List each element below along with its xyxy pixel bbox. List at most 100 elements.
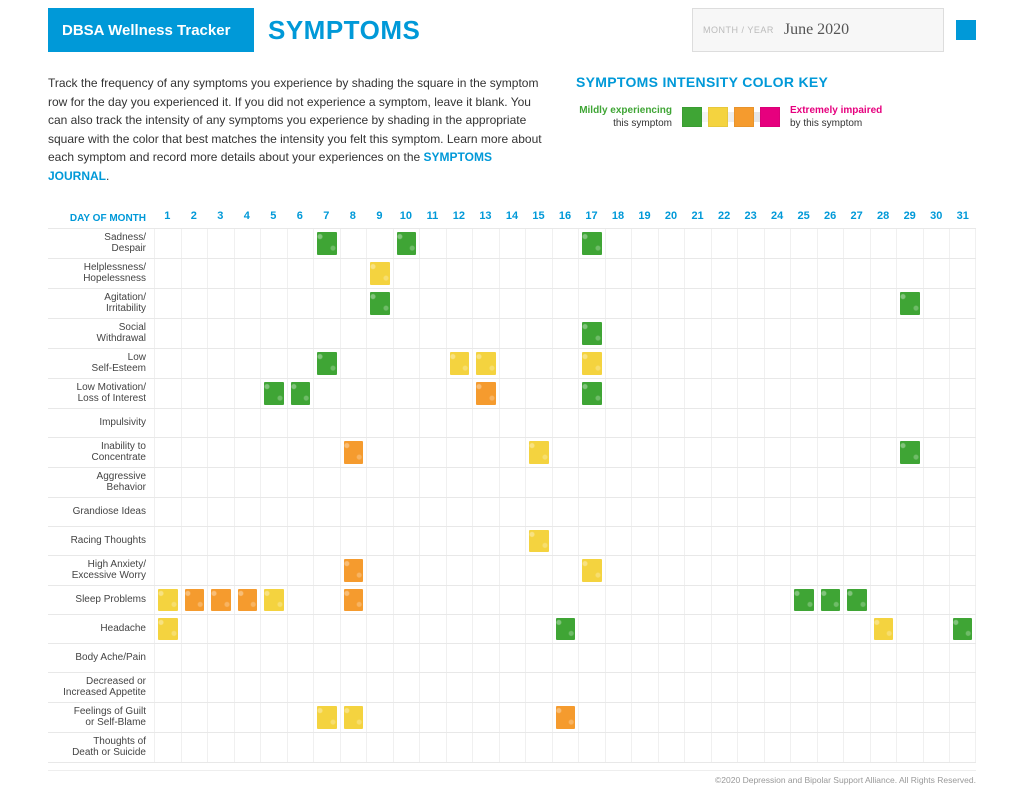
grid-cell[interactable] bbox=[472, 498, 499, 526]
grid-cell[interactable] bbox=[234, 409, 261, 437]
grid-cell[interactable] bbox=[764, 498, 791, 526]
grid-cell[interactable] bbox=[843, 527, 870, 555]
grid-cell[interactable] bbox=[525, 733, 552, 762]
grid-cell[interactable] bbox=[896, 349, 923, 378]
grid-cell[interactable] bbox=[366, 319, 393, 348]
grid-cell[interactable] bbox=[207, 733, 234, 762]
grid-cell[interactable] bbox=[737, 349, 764, 378]
grid-cell[interactable] bbox=[552, 733, 579, 762]
grid-cell[interactable] bbox=[764, 527, 791, 555]
grid-cell[interactable] bbox=[658, 229, 685, 258]
grid-cell[interactable] bbox=[578, 468, 605, 497]
grid-cell[interactable] bbox=[923, 527, 950, 555]
grid-cell[interactable] bbox=[260, 703, 287, 732]
grid-cell[interactable] bbox=[578, 556, 605, 585]
grid-cell[interactable] bbox=[711, 527, 738, 555]
grid-cell[interactable] bbox=[658, 319, 685, 348]
grid-cell[interactable] bbox=[340, 586, 367, 614]
grid-cell[interactable] bbox=[578, 527, 605, 555]
grid-cell[interactable] bbox=[578, 319, 605, 348]
grid-cell[interactable] bbox=[605, 733, 632, 762]
grid-cell[interactable] bbox=[260, 498, 287, 526]
grid-cell[interactable] bbox=[817, 733, 844, 762]
grid-cell[interactable] bbox=[260, 259, 287, 288]
grid-cell[interactable] bbox=[340, 703, 367, 732]
grid-cell[interactable] bbox=[366, 498, 393, 526]
grid-cell[interactable] bbox=[843, 733, 870, 762]
grid-cell[interactable] bbox=[764, 289, 791, 318]
grid-cell[interactable] bbox=[287, 527, 314, 555]
grid-cell[interactable] bbox=[684, 703, 711, 732]
grid-cell[interactable] bbox=[949, 349, 976, 378]
grid-cell[interactable] bbox=[870, 379, 897, 408]
grid-cell[interactable] bbox=[764, 673, 791, 702]
grid-cell[interactable] bbox=[737, 438, 764, 467]
grid-cell[interactable] bbox=[366, 438, 393, 467]
grid-cell[interactable] bbox=[446, 527, 473, 555]
grid-cell[interactable] bbox=[393, 527, 420, 555]
grid-cell[interactable] bbox=[817, 409, 844, 437]
grid-cell[interactable] bbox=[949, 644, 976, 672]
grid-cell[interactable] bbox=[313, 349, 340, 378]
grid-cell[interactable] bbox=[896, 615, 923, 643]
grid-cell[interactable] bbox=[287, 644, 314, 672]
grid-cell[interactable] bbox=[525, 289, 552, 318]
grid-cell[interactable] bbox=[870, 229, 897, 258]
grid-cell[interactable] bbox=[843, 438, 870, 467]
grid-cell[interactable] bbox=[313, 644, 340, 672]
grid-cell[interactable] bbox=[287, 409, 314, 437]
grid-cell[interactable] bbox=[393, 319, 420, 348]
grid-cell[interactable] bbox=[287, 229, 314, 258]
grid-cell[interactable] bbox=[896, 586, 923, 614]
grid-cell[interactable] bbox=[790, 349, 817, 378]
grid-cell[interactable] bbox=[764, 733, 791, 762]
grid-cell[interactable] bbox=[790, 409, 817, 437]
grid-cell[interactable] bbox=[499, 673, 526, 702]
grid-cell[interactable] bbox=[313, 498, 340, 526]
grid-cell[interactable] bbox=[260, 673, 287, 702]
grid-cell[interactable] bbox=[578, 379, 605, 408]
grid-cell[interactable] bbox=[181, 586, 208, 614]
grid-cell[interactable] bbox=[737, 289, 764, 318]
grid-cell[interactable] bbox=[446, 733, 473, 762]
grid-cell[interactable] bbox=[234, 498, 261, 526]
grid-cell[interactable] bbox=[181, 289, 208, 318]
grid-cell[interactable] bbox=[790, 615, 817, 643]
grid-cell[interactable] bbox=[499, 259, 526, 288]
grid-cell[interactable] bbox=[764, 586, 791, 614]
grid-cell[interactable] bbox=[684, 409, 711, 437]
grid-cell[interactable] bbox=[181, 703, 208, 732]
grid-cell[interactable] bbox=[313, 703, 340, 732]
grid-cell[interactable] bbox=[234, 673, 261, 702]
grid-cell[interactable] bbox=[605, 259, 632, 288]
grid-cell[interactable] bbox=[499, 527, 526, 555]
grid-cell[interactable] bbox=[472, 556, 499, 585]
grid-cell[interactable] bbox=[419, 703, 446, 732]
grid-cell[interactable] bbox=[525, 703, 552, 732]
grid-cell[interactable] bbox=[923, 409, 950, 437]
grid-cell[interactable] bbox=[817, 498, 844, 526]
grid-cell[interactable] bbox=[472, 438, 499, 467]
grid-cell[interactable] bbox=[870, 673, 897, 702]
grid-cell[interactable] bbox=[287, 556, 314, 585]
grid-cell[interactable] bbox=[472, 703, 499, 732]
grid-cell[interactable] bbox=[366, 703, 393, 732]
grid-cell[interactable] bbox=[154, 586, 181, 614]
grid-cell[interactable] bbox=[552, 586, 579, 614]
grid-cell[interactable] bbox=[499, 586, 526, 614]
grid-cell[interactable] bbox=[923, 586, 950, 614]
grid-cell[interactable] bbox=[711, 644, 738, 672]
grid-cell[interactable] bbox=[181, 615, 208, 643]
grid-cell[interactable] bbox=[340, 527, 367, 555]
grid-cell[interactable] bbox=[207, 498, 234, 526]
grid-cell[interactable] bbox=[207, 527, 234, 555]
grid-cell[interactable] bbox=[393, 409, 420, 437]
grid-cell[interactable] bbox=[313, 556, 340, 585]
grid-cell[interactable] bbox=[764, 438, 791, 467]
grid-cell[interactable] bbox=[207, 615, 234, 643]
grid-cell[interactable] bbox=[181, 498, 208, 526]
grid-cell[interactable] bbox=[790, 644, 817, 672]
grid-cell[interactable] bbox=[472, 586, 499, 614]
grid-cell[interactable] bbox=[711, 615, 738, 643]
grid-cell[interactable] bbox=[287, 319, 314, 348]
